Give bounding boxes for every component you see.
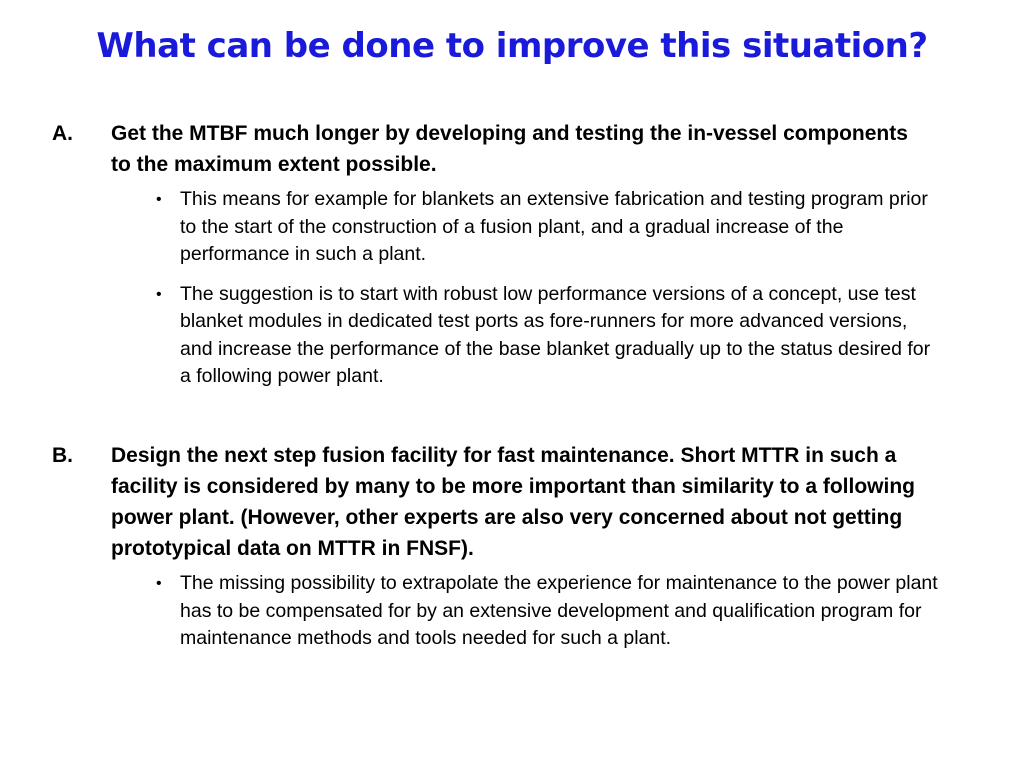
item-b-bullet-list: • The missing possibility to extrapolate… bbox=[52, 570, 972, 653]
bullet-dot-icon: • bbox=[156, 285, 162, 303]
bullet-dot-icon: • bbox=[156, 575, 162, 592]
bullet-item: • This means for example for blankets an… bbox=[156, 186, 972, 269]
item-b-marker: B. bbox=[52, 444, 73, 467]
bullet-dot-icon: • bbox=[156, 191, 162, 208]
item-a-bullet-list: • This means for example for blankets an… bbox=[52, 186, 972, 391]
item-a: A. Get the MTBF much longer by developin… bbox=[52, 118, 972, 403]
item-b-heading: B. Design the next step fusion facility … bbox=[52, 440, 972, 564]
bullet-text: The missing possibility to extrapolate t… bbox=[180, 572, 938, 649]
item-b: B. Design the next step fusion facility … bbox=[52, 440, 972, 665]
item-b-text: Design the next step fusion facility for… bbox=[111, 444, 915, 560]
item-a-marker: A. bbox=[52, 122, 73, 145]
bullet-item: • The suggestion is to start with robust… bbox=[156, 281, 972, 391]
slide-title: What can be done to improve this situati… bbox=[96, 26, 928, 66]
bullet-item: • The missing possibility to extrapolate… bbox=[156, 570, 972, 653]
bullet-text: The suggestion is to start with robust l… bbox=[180, 282, 931, 388]
item-a-heading: A. Get the MTBF much longer by developin… bbox=[52, 118, 972, 180]
bullet-text: This means for example for blankets an e… bbox=[180, 188, 928, 265]
item-a-text: Get the MTBF much longer by developing a… bbox=[111, 122, 908, 176]
